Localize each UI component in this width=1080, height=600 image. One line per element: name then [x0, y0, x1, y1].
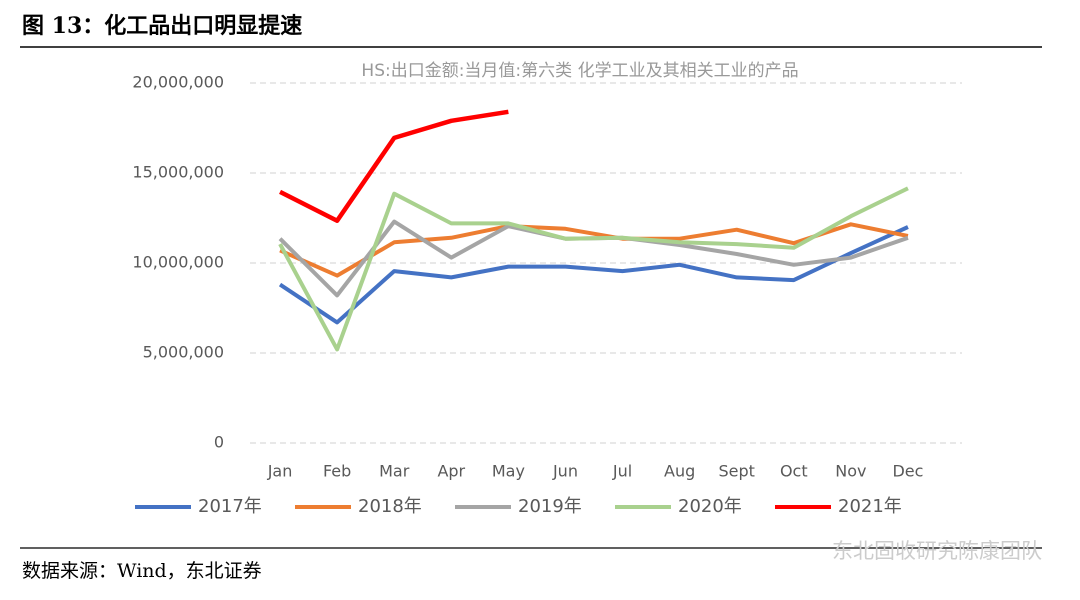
series-line	[279, 109, 509, 223]
x-tick-label: Mar	[379, 462, 410, 481]
source: 数据来源：Wind，东北证券	[22, 560, 262, 582]
x-tick-label: Sept	[718, 462, 754, 481]
x-tick-label: Jul	[612, 462, 632, 481]
x-tick-label: Jan	[267, 462, 293, 481]
x-tick-label: Oct	[780, 462, 808, 481]
x-tick-label: Aug	[664, 462, 695, 481]
series-line	[279, 222, 909, 278]
legend-label: 2020年	[678, 496, 742, 517]
legend-label: 2018年	[358, 496, 422, 517]
series-line	[278, 225, 909, 325]
legend-label: 2021年	[838, 496, 902, 517]
y-tick-label: 0	[214, 433, 224, 452]
watermark: 东北固收研究陈康团队	[832, 539, 1042, 563]
series-line	[278, 186, 909, 352]
y-tick-label: 20,000,000	[132, 73, 224, 92]
x-tick-label: Apr	[437, 462, 465, 481]
x-tick-label: May	[492, 462, 525, 481]
x-tick-label: Feb	[323, 462, 351, 481]
legend-label: 2017年	[198, 496, 262, 517]
x-tick-label: Dec	[892, 462, 923, 481]
x-tick-label: Nov	[835, 462, 866, 481]
figure-title: 图 13：化工品出口明显提速	[22, 13, 302, 39]
y-tick-label: 5,000,000	[143, 343, 224, 362]
y-tick-label: 15,000,000	[132, 163, 224, 182]
x-tick-label: Jun	[552, 462, 578, 481]
y-tick-label: 10,000,000	[132, 253, 224, 272]
legend-label: 2019年	[518, 496, 582, 517]
chart-title: HS:出口金额:当月值:第六类 化学工业及其相关工业的产品	[361, 61, 798, 81]
